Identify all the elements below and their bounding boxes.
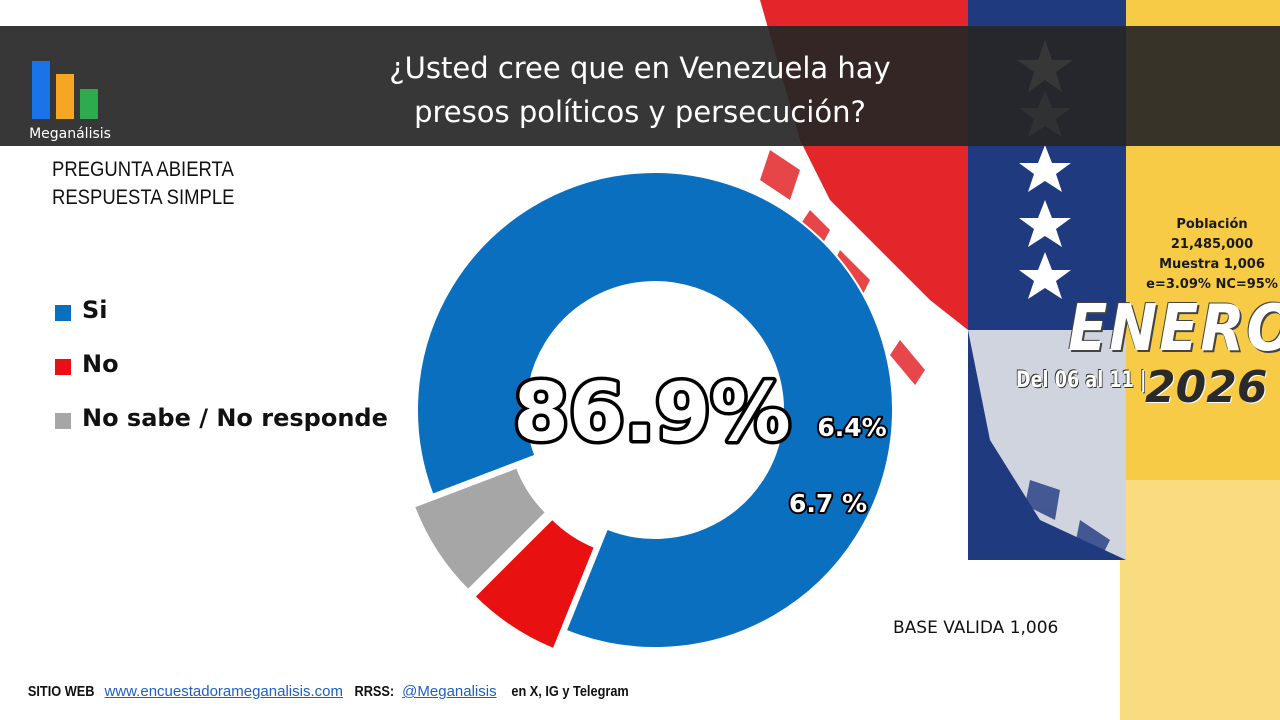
title-line-2: presos políticos y persecución?: [414, 95, 866, 129]
footer-handle-link[interactable]: @Meganalisis: [402, 683, 497, 700]
legend-swatch-no: [55, 359, 71, 375]
period-dates: Del 06 al 11 |: [1016, 368, 1147, 393]
footer-rrss-label: RRSS:: [354, 683, 395, 700]
legend-label-no: No: [82, 350, 119, 378]
slice-si: [416, 171, 894, 649]
survey-stats: Población 21,485,000 Muestra 1,006 e=3.0…: [1120, 215, 1280, 295]
stats-sample: Muestra 1,006: [1159, 257, 1265, 272]
legend-swatch-si: [55, 305, 71, 321]
chart-title: ¿Usted cree que en Venezuela hay presos …: [300, 46, 980, 134]
data-label-no: 6.4%: [817, 413, 886, 442]
brand-logo: Meganálisis: [22, 44, 122, 142]
question-type-line-1: PREGUNTA ABIERTA: [52, 158, 234, 181]
footer-networks: en X, IG y Telegram: [511, 683, 629, 700]
stats-error-confidence: e=3.09% NC=95%: [1146, 277, 1278, 292]
footer: SITIO WEB www.encuestadorameganalisis.co…: [22, 683, 639, 700]
slice-ns-nr: [412, 466, 548, 592]
period-month: ENERO: [1068, 292, 1280, 366]
stats-population-label: Población: [1176, 217, 1248, 232]
data-label-ns-nr: 6.7 %: [789, 489, 867, 518]
period-year: 2026: [1145, 362, 1268, 413]
question-type-line-2: RESPUESTA SIMPLE: [52, 186, 235, 209]
footer-site-label: SITIO WEB: [27, 683, 95, 700]
legend-swatch-ns-nr: [55, 413, 71, 429]
stats-population-value: 21,485,000: [1170, 237, 1254, 252]
data-label-si: 86.9%: [513, 366, 791, 459]
valid-base: BASE VALIDA 1,006: [893, 618, 1059, 638]
legend-label-si: Si: [82, 296, 108, 324]
brand-name: Meganálisis: [29, 126, 111, 142]
title-line-1: ¿Usted cree que en Venezuela hay: [389, 51, 891, 85]
slice-no: [473, 517, 597, 651]
question-type: PREGUNTA ABIERTA RESPUESTA SIMPLE: [52, 156, 234, 212]
legend-label-ns-nr: No sabe / No responde: [82, 404, 388, 432]
footer-site-link[interactable]: www.encuestadorameganalisis.com: [104, 683, 343, 700]
header-bar: Meganálisis ¿Usted cree que en Venezuela…: [0, 26, 1280, 146]
